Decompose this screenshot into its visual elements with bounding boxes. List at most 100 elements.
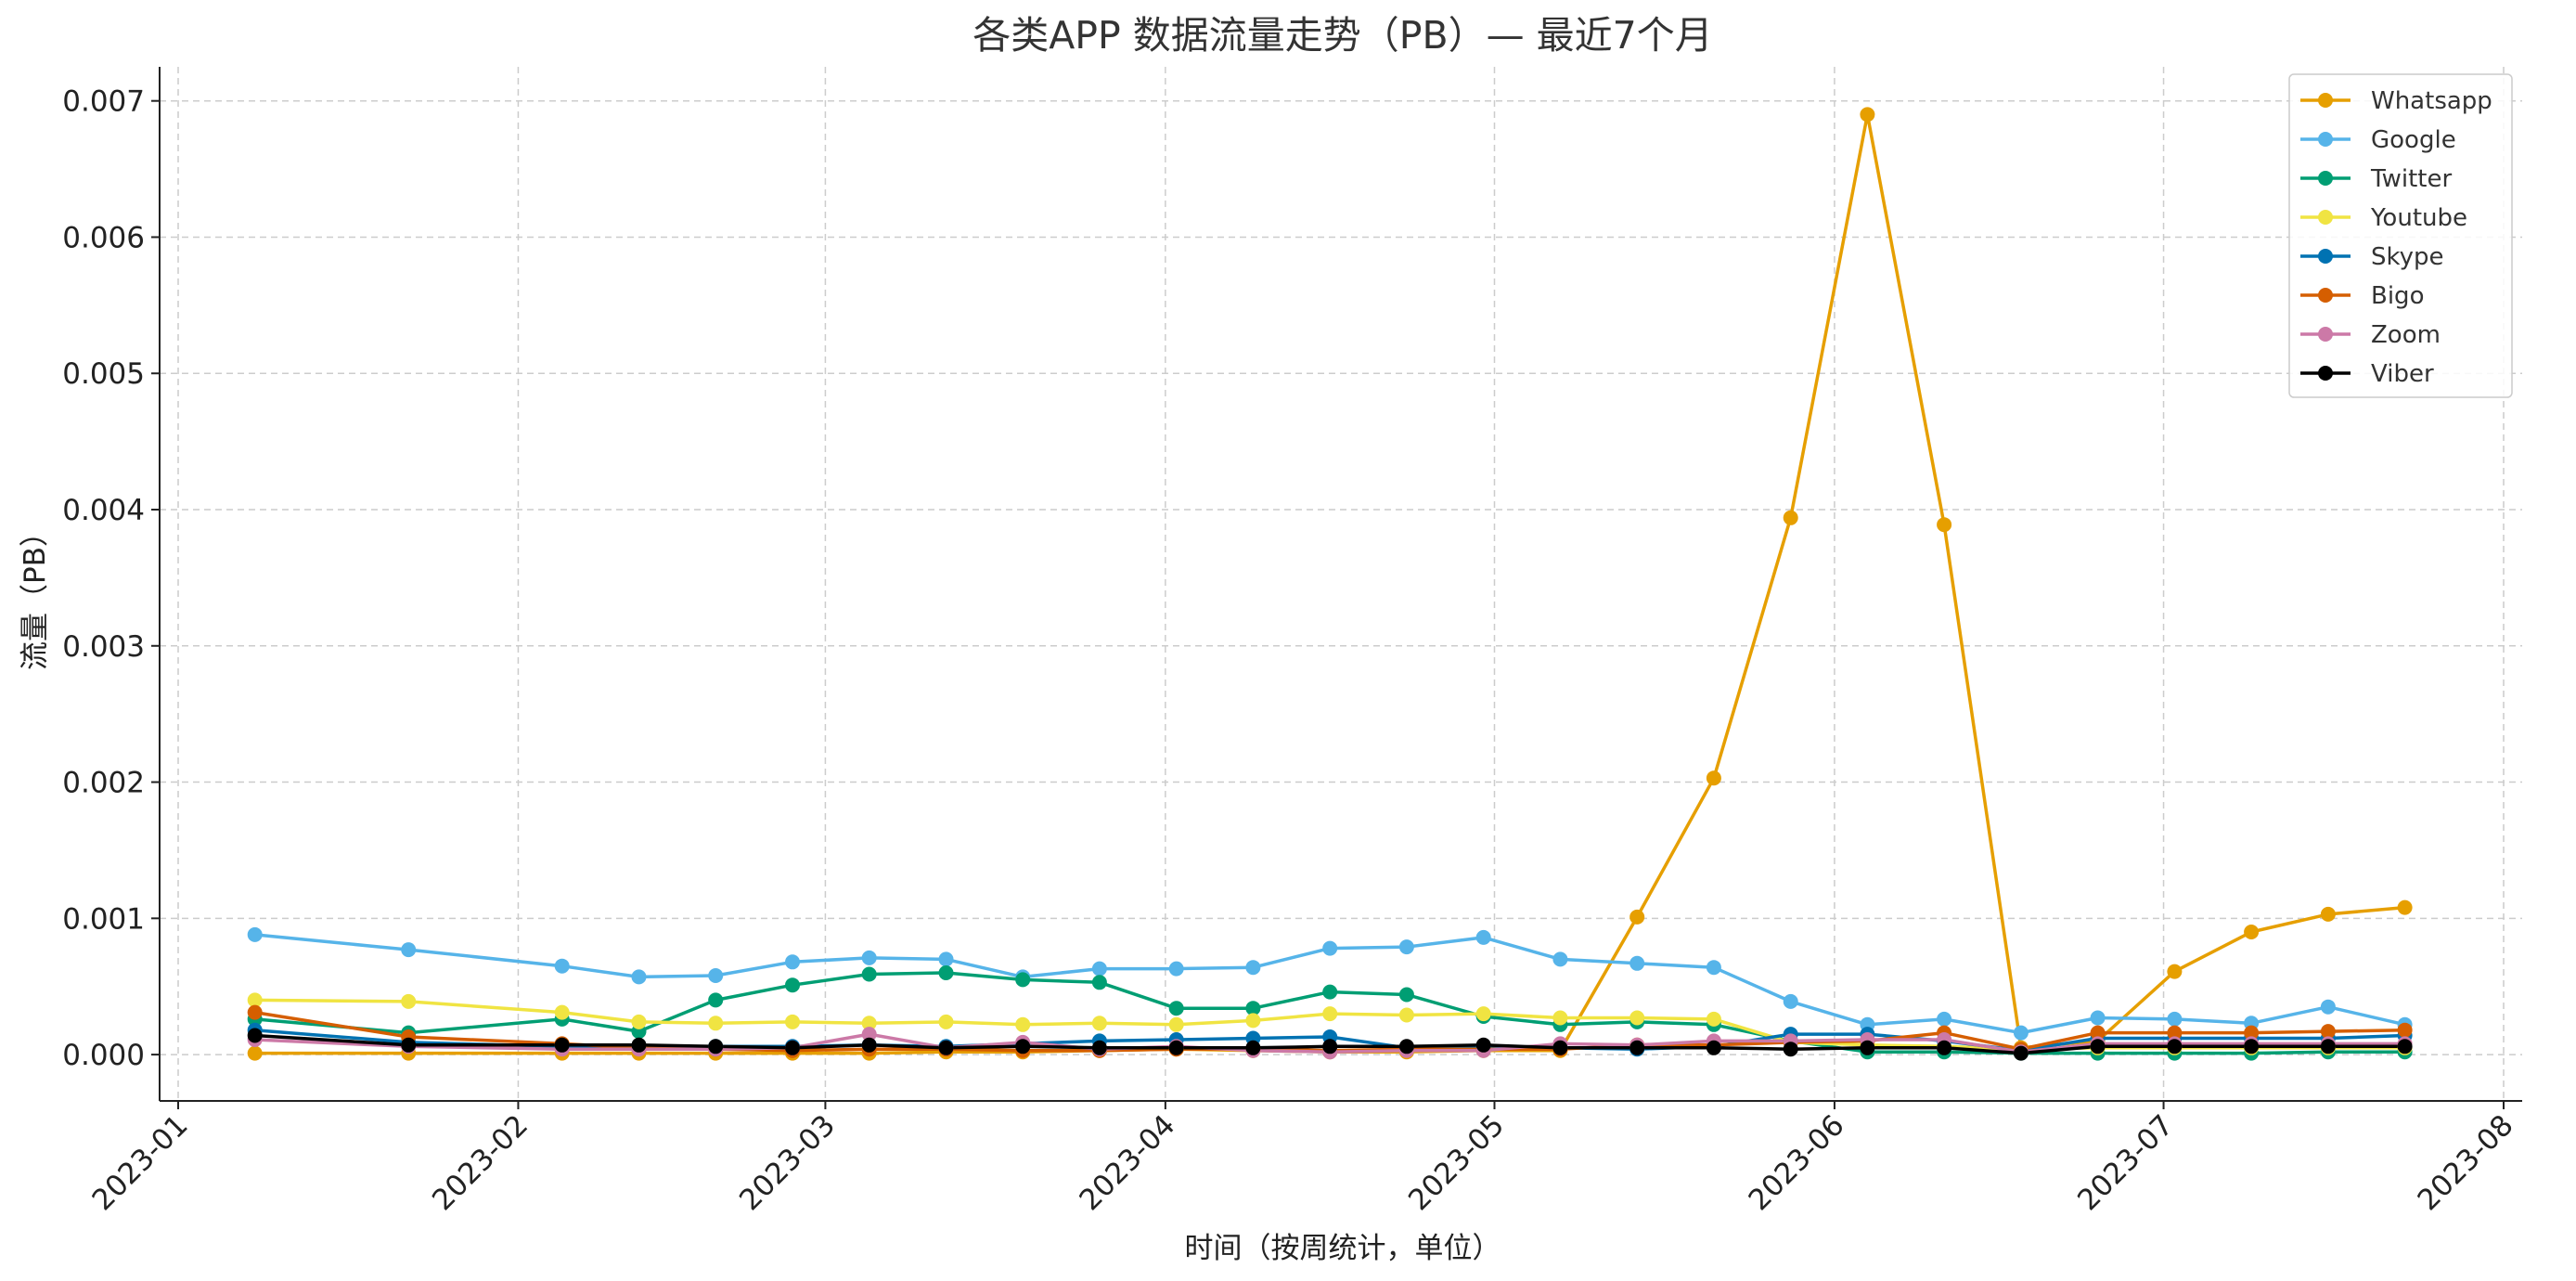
chart-title: 各类APP 数据流量走势（PB）— 最近7个月: [972, 13, 1713, 58]
data-point-viber: [2013, 1045, 2029, 1061]
data-point-google: [785, 954, 800, 970]
legend-label-youtube: Youtube: [2370, 204, 2467, 232]
data-point-zoom: [861, 1027, 877, 1042]
data-point-twitter: [1245, 1001, 1261, 1016]
legend-marker-google: [2318, 132, 2333, 147]
data-point-google: [247, 926, 263, 942]
legend-marker-whatsapp: [2318, 93, 2333, 108]
data-point-google: [1168, 961, 1184, 977]
data-point-bigo: [2167, 1025, 2183, 1041]
data-point-viber: [2167, 1039, 2183, 1055]
data-point-viber: [1783, 1042, 1798, 1057]
data-point-viber: [1015, 1039, 1031, 1055]
legend-marker-skype: [2318, 249, 2333, 264]
legend-label-skype: Skype: [2371, 243, 2444, 271]
data-point-whatsapp: [247, 1045, 263, 1061]
data-point-twitter: [1015, 972, 1031, 988]
data-point-viber: [2320, 1039, 2336, 1055]
data-point-youtube: [1706, 1011, 1721, 1027]
y-tick-label: 0.003: [62, 630, 145, 664]
data-point-whatsapp: [2244, 925, 2260, 939]
data-point-google: [1475, 929, 1491, 945]
data-point-twitter: [1398, 987, 1414, 1003]
data-point-google: [1245, 960, 1261, 976]
data-point-viber: [2244, 1039, 2260, 1055]
data-point-bigo: [2397, 1022, 2413, 1038]
y-tick-label: 0.004: [62, 494, 145, 527]
data-point-viber: [2397, 1039, 2413, 1055]
data-point-youtube: [554, 1004, 570, 1020]
data-point-viber: [1091, 1040, 1107, 1055]
y-axis-label: 流量（PB）: [19, 518, 52, 670]
legend-label-twitter: Twitter: [2370, 165, 2452, 193]
data-point-viber: [554, 1037, 570, 1053]
data-point-viber: [1168, 1040, 1184, 1055]
y-tick-label: 0.000: [62, 1039, 145, 1072]
x-axis-label: 时间（按周统计，单位）: [1185, 1232, 1501, 1265]
data-point-whatsapp: [1629, 909, 1645, 925]
data-point-google: [2320, 999, 2336, 1015]
data-point-google: [631, 969, 647, 985]
data-point-google: [554, 958, 570, 974]
data-point-twitter: [708, 992, 724, 1008]
data-point-twitter: [1091, 975, 1107, 990]
legend: Whatsapp Google Twitter Youtube Skype Bigo Zoo…: [2288, 73, 2513, 398]
data-point-viber: [1322, 1039, 1338, 1055]
legend-label-google: Google: [2371, 126, 2456, 154]
data-point-whatsapp: [1937, 517, 1952, 533]
data-point-bigo: [2090, 1025, 2106, 1041]
data-point-youtube: [247, 992, 263, 1008]
axes: [159, 67, 2522, 1102]
data-point-viber: [1629, 1040, 1645, 1055]
data-point-google: [1552, 951, 1568, 967]
data-point-youtube: [1398, 1007, 1414, 1023]
y-tick-label: 0.005: [62, 357, 145, 391]
data-point-google: [2167, 1011, 2183, 1027]
data-point-whatsapp: [2320, 906, 2336, 922]
data-point-youtube: [785, 1014, 800, 1029]
data-point-youtube: [1245, 1013, 1261, 1029]
series-points: [247, 107, 2413, 1061]
data-point-youtube: [1322, 1006, 1338, 1022]
legend-marker-twitter: [2318, 171, 2333, 186]
legend-marker-youtube: [2318, 210, 2333, 225]
y-tick-label: 0.001: [62, 902, 145, 936]
data-point-whatsapp: [1783, 510, 1798, 525]
data-point-youtube: [1168, 1016, 1184, 1032]
data-point-twitter: [938, 965, 954, 980]
data-point-youtube: [1629, 1010, 1645, 1026]
data-point-twitter: [1322, 984, 1338, 1000]
data-point-viber: [1475, 1037, 1491, 1053]
data-point-youtube: [1552, 1010, 1568, 1026]
data-point-viber: [785, 1040, 800, 1055]
data-point-google: [938, 951, 954, 967]
data-point-youtube: [861, 1016, 877, 1031]
data-point-twitter: [785, 977, 800, 993]
data-point-whatsapp: [2167, 964, 2183, 979]
data-point-bigo: [247, 1004, 263, 1020]
data-point-twitter: [861, 966, 877, 982]
data-point-youtube: [708, 1016, 724, 1031]
data-point-google: [1783, 993, 1798, 1009]
data-point-youtube: [1015, 1016, 1031, 1032]
data-point-youtube: [938, 1014, 954, 1029]
y-tick-label: 0.002: [62, 767, 145, 800]
data-point-google: [708, 968, 724, 983]
data-point-google: [1706, 960, 1721, 976]
data-point-viber: [861, 1037, 877, 1053]
data-point-viber: [938, 1040, 954, 1055]
data-point-bigo: [2320, 1024, 2336, 1040]
data-point-google: [1629, 955, 1645, 971]
legend-label-whatsapp: Whatsapp: [2371, 87, 2492, 115]
data-point-twitter: [1168, 1001, 1184, 1016]
legend-marker-zoom: [2318, 327, 2333, 342]
legend-label-zoom: Zoom: [2371, 321, 2441, 349]
legend-marker-bigo: [2318, 288, 2333, 303]
data-point-viber: [1552, 1040, 1568, 1055]
data-point-google: [401, 942, 417, 958]
data-point-whatsapp: [1860, 107, 1875, 123]
data-point-youtube: [1091, 1016, 1107, 1031]
data-point-viber: [631, 1037, 647, 1053]
